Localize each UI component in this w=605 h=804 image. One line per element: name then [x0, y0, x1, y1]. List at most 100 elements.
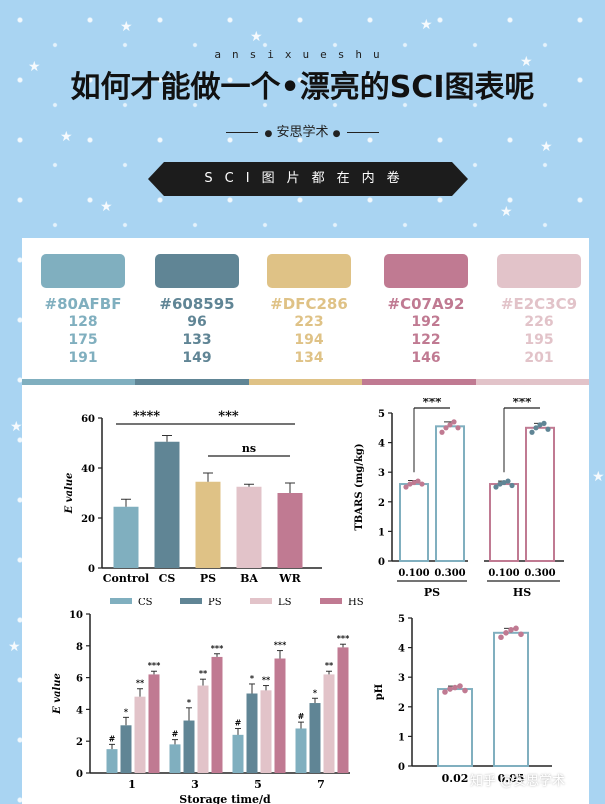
significance-label: ***: [211, 643, 224, 653]
significance-label: **: [325, 660, 334, 670]
data-point: [415, 478, 421, 484]
data-point: [545, 426, 551, 432]
significance-label: ***: [337, 633, 350, 643]
bar: [236, 486, 262, 568]
significance-label: *: [124, 706, 129, 716]
y-tick-label: 60: [81, 414, 95, 425]
bar: [337, 647, 349, 773]
bar: [148, 674, 160, 773]
chart-tbars: 0 1 2 3 4 5 TBARS (mg/kg) 0.100 0.300 0.100 0.300 P…: [354, 398, 564, 599]
palette-stripe: [475, 379, 589, 385]
y-tick-label: 8: [76, 642, 83, 653]
pinyin-subtitle: ansixueshu: [214, 48, 391, 61]
x-tick-label: 0.05: [498, 772, 525, 785]
data-point: [493, 484, 499, 490]
star-decoration: ★: [60, 129, 73, 145]
data-point: [451, 419, 457, 425]
page-header: ansixueshu 如何才能做一个•漂亮的SCI图表呢 ● 安思学术 ● SC…: [0, 0, 605, 230]
data-point: [439, 429, 445, 435]
y-tick-label: 0: [398, 762, 405, 773]
significance-label: *: [187, 697, 192, 707]
color-block: [155, 254, 239, 288]
x-tick-label: 0.100: [488, 568, 519, 579]
y-tick-label: 2: [398, 703, 405, 714]
star-decoration: ★: [28, 59, 41, 75]
data-point: [462, 687, 468, 694]
hex-code: #C07A92: [387, 295, 465, 313]
star-decoration: ★: [100, 199, 113, 215]
bar: [277, 493, 303, 568]
y-tick-label: 5: [398, 614, 405, 625]
star-decoration: ★: [250, 29, 263, 45]
star-decoration: ★: [10, 419, 23, 435]
x-tick-label: 7: [317, 778, 325, 791]
legend-swatch: [110, 598, 132, 604]
data-point: [541, 420, 547, 426]
data-point: [508, 627, 514, 633]
rgb-r: 128: [68, 314, 98, 330]
swatch-3: #DFC286 223 194 134: [254, 254, 364, 367]
bar: [323, 674, 335, 773]
significance-label: ****: [133, 409, 160, 424]
data-point: [455, 425, 461, 431]
significance-label: #: [235, 717, 242, 727]
divider: [226, 132, 259, 133]
color-block: [384, 254, 468, 288]
significance-label: ns: [242, 442, 256, 455]
bar: [195, 481, 221, 568]
y-tick-label: 6: [76, 674, 83, 685]
y-tick-label: 3: [398, 673, 405, 684]
hex-code: #E2C3C9: [500, 295, 578, 313]
rgb-g: 194: [294, 332, 324, 348]
data-point: [419, 481, 425, 487]
legend-label: CS: [138, 598, 153, 608]
watermark: 知乎 @安思学术: [470, 774, 566, 789]
page-title: 如何才能做一个•漂亮的SCI图表呢: [70, 70, 535, 105]
color-block: [41, 254, 125, 288]
bar: [197, 685, 209, 773]
palette-stripe: [362, 379, 476, 385]
legend-swatch: [320, 598, 342, 604]
y-axis-label: E value: [64, 473, 75, 515]
rgb-r: 223: [294, 314, 324, 330]
rgb-b: 191: [68, 350, 98, 366]
x-tick-label: BA: [240, 572, 258, 585]
divider: [346, 132, 379, 133]
legend-label: HS: [348, 598, 364, 608]
data-point: [518, 631, 524, 638]
x-tick-label: 1: [128, 778, 136, 791]
data-point: [447, 422, 453, 428]
star-decoration: ★: [500, 204, 513, 220]
bar: [309, 703, 321, 773]
data-point: [457, 683, 463, 689]
bar: [169, 744, 181, 773]
data-point: [452, 684, 458, 691]
bar: [437, 688, 473, 767]
y-tick-label: 0: [378, 557, 385, 568]
star-decoration: ★: [420, 17, 433, 33]
significance-label: ***: [423, 398, 443, 409]
significance-label: **: [199, 668, 208, 678]
chart-ph: 0 1 2 3 4 5 pH 0.02 0.05: [374, 614, 552, 785]
rgb-g: 175: [68, 332, 98, 348]
rgb-r: 226: [524, 314, 554, 330]
star-decoration: ★: [8, 639, 21, 655]
x-tick-label: PS: [200, 572, 216, 585]
bar: [260, 690, 272, 773]
hex-code: #608595: [159, 295, 235, 313]
legend-label: PS: [208, 598, 222, 608]
data-point: [509, 482, 515, 489]
significance-label: **: [136, 678, 145, 688]
palette-stripe: [248, 379, 363, 385]
rgb-r: 192: [411, 314, 441, 330]
bullet-icon: ●: [332, 129, 341, 139]
y-tick-label: 2: [378, 498, 385, 509]
banner: SCI图片都在内卷: [148, 162, 468, 196]
y-tick-label: 4: [76, 705, 83, 716]
y-tick-label: 20: [81, 514, 95, 525]
significance-label: ***: [513, 398, 533, 409]
color-palette: #80AFBF 128 175 191 #608595 96 133 149 #…: [22, 238, 589, 388]
y-tick-label: 0: [88, 564, 95, 575]
